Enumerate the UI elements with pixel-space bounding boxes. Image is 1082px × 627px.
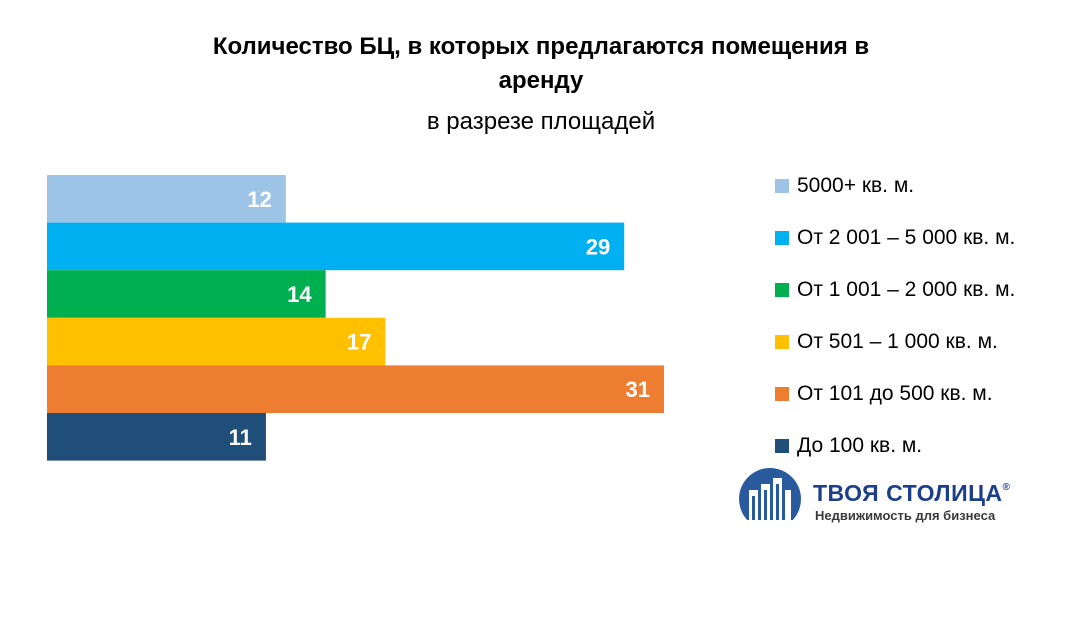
legend-label: До 100 кв. м. <box>797 434 923 457</box>
legend-item-6: До 100 кв. м. <box>775 420 1075 472</box>
legend-swatch <box>775 283 789 297</box>
bar-chart: 12 29 14 17 31 11 <box>47 175 664 461</box>
legend-label: От 1 001 – 2 000 кв. м. <box>797 278 1016 301</box>
legend-swatch <box>775 335 789 349</box>
legend-item-5: От 101 до 500 кв. м. <box>775 368 1075 420</box>
bar-2 <box>47 222 625 271</box>
bar-value-label-3: 14 <box>287 282 312 307</box>
bar-value-label-2: 29 <box>586 234 610 259</box>
chart-title: Количество БЦ, в которых предлагаются по… <box>0 30 1082 98</box>
bar-value-label-5: 31 <box>626 377 650 402</box>
logo-name: ТВОЯ СТОЛИЦА® <box>813 480 1010 507</box>
bar-1 <box>47 175 286 223</box>
logo-tagline: Недвижимость для бизнеса <box>815 508 996 523</box>
chart-title-line-1: Количество БЦ, в которых предлагаются по… <box>212 33 870 60</box>
bar-5 <box>47 365 664 413</box>
legend-swatch <box>775 179 789 193</box>
legend-swatch <box>775 231 789 245</box>
bar-3 <box>47 270 326 318</box>
bar-6 <box>47 413 266 461</box>
logo-registered-mark: ® <box>1002 482 1011 493</box>
legend-label: От 101 до 500 кв. м. <box>797 382 993 405</box>
legend-swatch <box>775 439 789 453</box>
legend-label: От 2 001 – 5 000 кв. м. <box>797 226 1016 249</box>
legend-item-3: От 1 001 – 2 000 кв. м. <box>775 264 1075 316</box>
legend-item-2: От 2 001 – 5 000 кв. м. <box>775 212 1075 264</box>
legend-swatch <box>775 387 789 401</box>
legend-label: От 501 – 1 000 кв. м. <box>797 330 998 353</box>
bar-value-label-6: 11 <box>229 425 252 450</box>
bar-value-label-1: 12 <box>247 187 271 212</box>
bar-value-label-4: 17 <box>347 330 371 355</box>
logo-name-text: ТВОЯ СТОЛИЦА <box>813 480 1003 506</box>
chart-subtitle: в разрезе площадей <box>426 108 656 135</box>
chart-legend: 5000+ кв. м. От 2 001 – 5 000 кв. м. От 1 … <box>775 160 1075 472</box>
bar-4 <box>47 317 386 366</box>
chart-title-line-2: аренду <box>498 67 584 94</box>
logo-building-icon <box>739 468 801 520</box>
legend-item-1: 5000+ кв. м. <box>775 160 1075 212</box>
company-logo: ТВОЯ СТОЛИЦА® Недвижимость для бизнеса <box>735 468 1035 528</box>
legend-item-4: От 501 – 1 000 кв. м. <box>775 316 1075 368</box>
legend-label: 5000+ кв. м. <box>797 174 915 197</box>
